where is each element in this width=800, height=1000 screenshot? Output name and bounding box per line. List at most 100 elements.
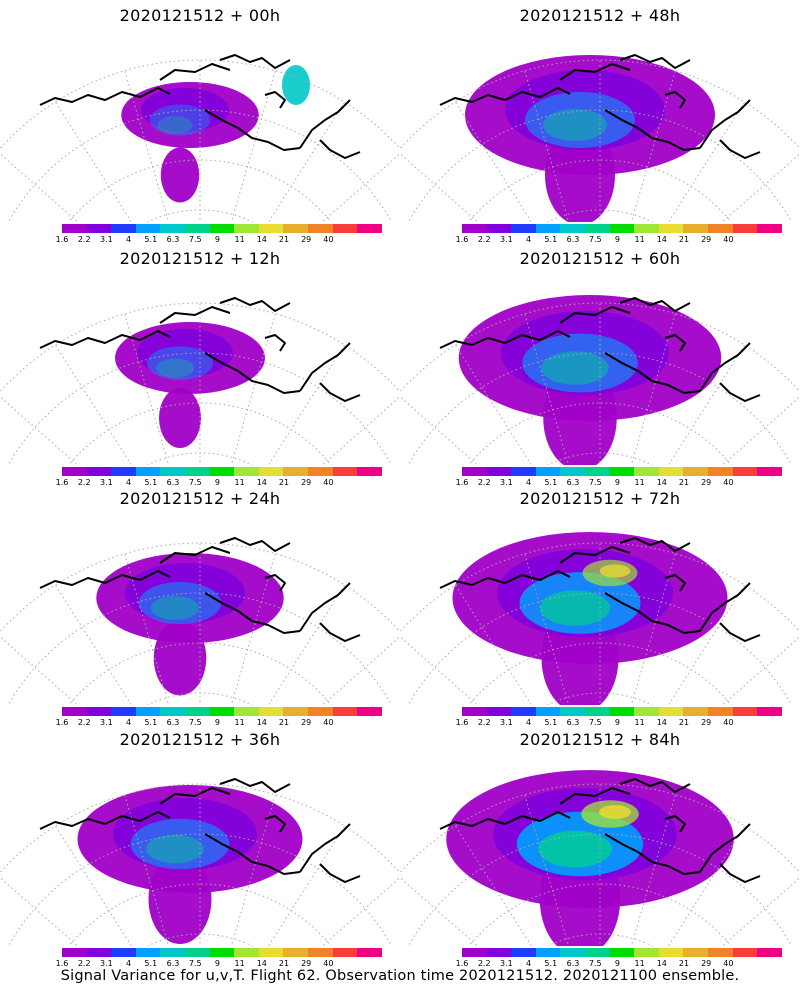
longitude-line (667, 825, 746, 946)
coastline (219, 54, 291, 69)
coastline (439, 811, 571, 830)
colorbar-label: 1.6 (455, 718, 469, 727)
coastline (319, 139, 361, 159)
longitude-line (454, 101, 533, 222)
longitude-line (400, 636, 479, 705)
longitude-line (321, 636, 400, 705)
figure-caption: Signal Variance for u,v,T. Flight 62. Ob… (60, 968, 740, 984)
colorbar-swatch (757, 224, 782, 233)
longitude-line (321, 877, 400, 946)
colorbar-label: 21 (278, 235, 290, 244)
colorbar-swatch (462, 707, 487, 716)
longitude-line (667, 101, 746, 222)
colorbar-swatch (184, 224, 210, 233)
colorbar-label: 3.1 (100, 959, 113, 968)
colorbar-swatch (86, 467, 112, 476)
colorbar-label: 9 (214, 235, 220, 244)
forecast-panel: 2020121512 + 60h 1.6 2.2 3.1 4 5.1 6.3 7.5 9 11 14… (400, 243, 800, 488)
colorbar-label: 11 (634, 959, 645, 968)
colorbar-label: 21 (278, 718, 290, 727)
colorbar-label: 1.6 (455, 959, 469, 968)
colorbar-swatch (62, 707, 87, 716)
colorbar-label: 2.2 (477, 718, 491, 727)
colorbar-label: 29 (701, 478, 712, 487)
coastline (664, 574, 686, 592)
colorbar-label: 3.1 (500, 959, 513, 968)
colorbar-swatch (757, 707, 782, 716)
colorbar-swatch (234, 948, 259, 957)
colorbar-label: 21 (278, 959, 290, 968)
colorbar-label: 40 (323, 235, 334, 244)
colorbar-swatch (560, 467, 585, 476)
colorbar-swatch (707, 224, 733, 233)
variance-field (160, 147, 200, 203)
variance-field (148, 854, 212, 944)
colorbar-label: 3.1 (100, 718, 113, 727)
longitude-line (263, 939, 400, 946)
variance-field (155, 358, 195, 378)
coastline (204, 352, 301, 394)
colorbar-swatch (535, 948, 561, 957)
colorbar (62, 224, 382, 233)
colorbar (62, 707, 382, 716)
colorbar-swatch (683, 948, 708, 957)
colorbar-swatch (135, 467, 161, 476)
colorbar-label: 14 (656, 959, 667, 968)
colorbar-swatch (307, 467, 333, 476)
coastline (439, 330, 571, 349)
colorbar-swatch (511, 467, 536, 476)
colorbar-swatch (209, 224, 235, 233)
coastline (219, 537, 291, 552)
coastline (299, 582, 351, 632)
longitude-line (321, 153, 400, 222)
colorbar-label: 40 (723, 959, 734, 968)
polar-map (0, 54, 400, 222)
colorbar-label: 4 (526, 718, 532, 727)
colorbar-label: 14 (656, 478, 667, 487)
latitude-line (400, 783, 800, 874)
colorbar-swatch (609, 948, 635, 957)
colorbar-swatch (258, 948, 284, 957)
longitude-line (0, 636, 79, 705)
coastline (299, 99, 351, 149)
coastline (664, 334, 686, 352)
colorbar (62, 948, 382, 957)
colorbar-labels: 1.6 2.2 3.1 4 5.1 6.3 7.5 9 11 14 21 29 40 (456, 235, 758, 245)
longitude-line (667, 344, 746, 465)
longitude-line (0, 877, 79, 946)
colorbar-swatch (135, 948, 161, 957)
colorbar-labels: 1.6 2.2 3.1 4 5.1 6.3 7.5 9 11 14 21 29 40 (56, 718, 358, 728)
coastline (604, 109, 701, 151)
longitude-line (630, 794, 676, 946)
colorbar-label: 7.5 (588, 718, 602, 727)
colorbar-label: 5.1 (144, 478, 158, 487)
colorbar-label: 1.6 (55, 235, 69, 244)
colorbar-swatch (535, 467, 561, 476)
colorbar-swatch (86, 224, 112, 233)
polar-map (400, 532, 800, 705)
longitude-line (524, 553, 570, 705)
colorbar-labels: 1.6 2.2 3.1 4 5.1 6.3 7.5 9 11 14 21 29 40 (56, 235, 358, 245)
colorbar-swatch (258, 707, 284, 716)
longitude-line (124, 70, 170, 222)
colorbar-swatch (486, 224, 512, 233)
colorbar-label: 11 (634, 478, 645, 487)
colorbar-label: 11 (234, 718, 245, 727)
colorbar-swatch (283, 467, 308, 476)
colorbar-swatch (135, 707, 161, 716)
colorbar-label: 7.5 (588, 235, 602, 244)
colorbar-swatch (511, 224, 536, 233)
colorbar-label: 11 (634, 235, 645, 244)
variance-field (599, 564, 631, 578)
colorbar-swatch (584, 224, 610, 233)
variance-field (141, 88, 229, 132)
colorbar-swatch (707, 707, 733, 716)
longitude-line (454, 584, 533, 705)
colorbar-label: 4 (126, 959, 132, 968)
colorbar-swatch (609, 467, 635, 476)
longitude-line (267, 344, 346, 465)
longitude-line (54, 584, 133, 705)
colorbar-label: 7.5 (588, 959, 602, 968)
longitude-line (400, 153, 479, 222)
colorbar-label: 5.1 (144, 235, 158, 244)
